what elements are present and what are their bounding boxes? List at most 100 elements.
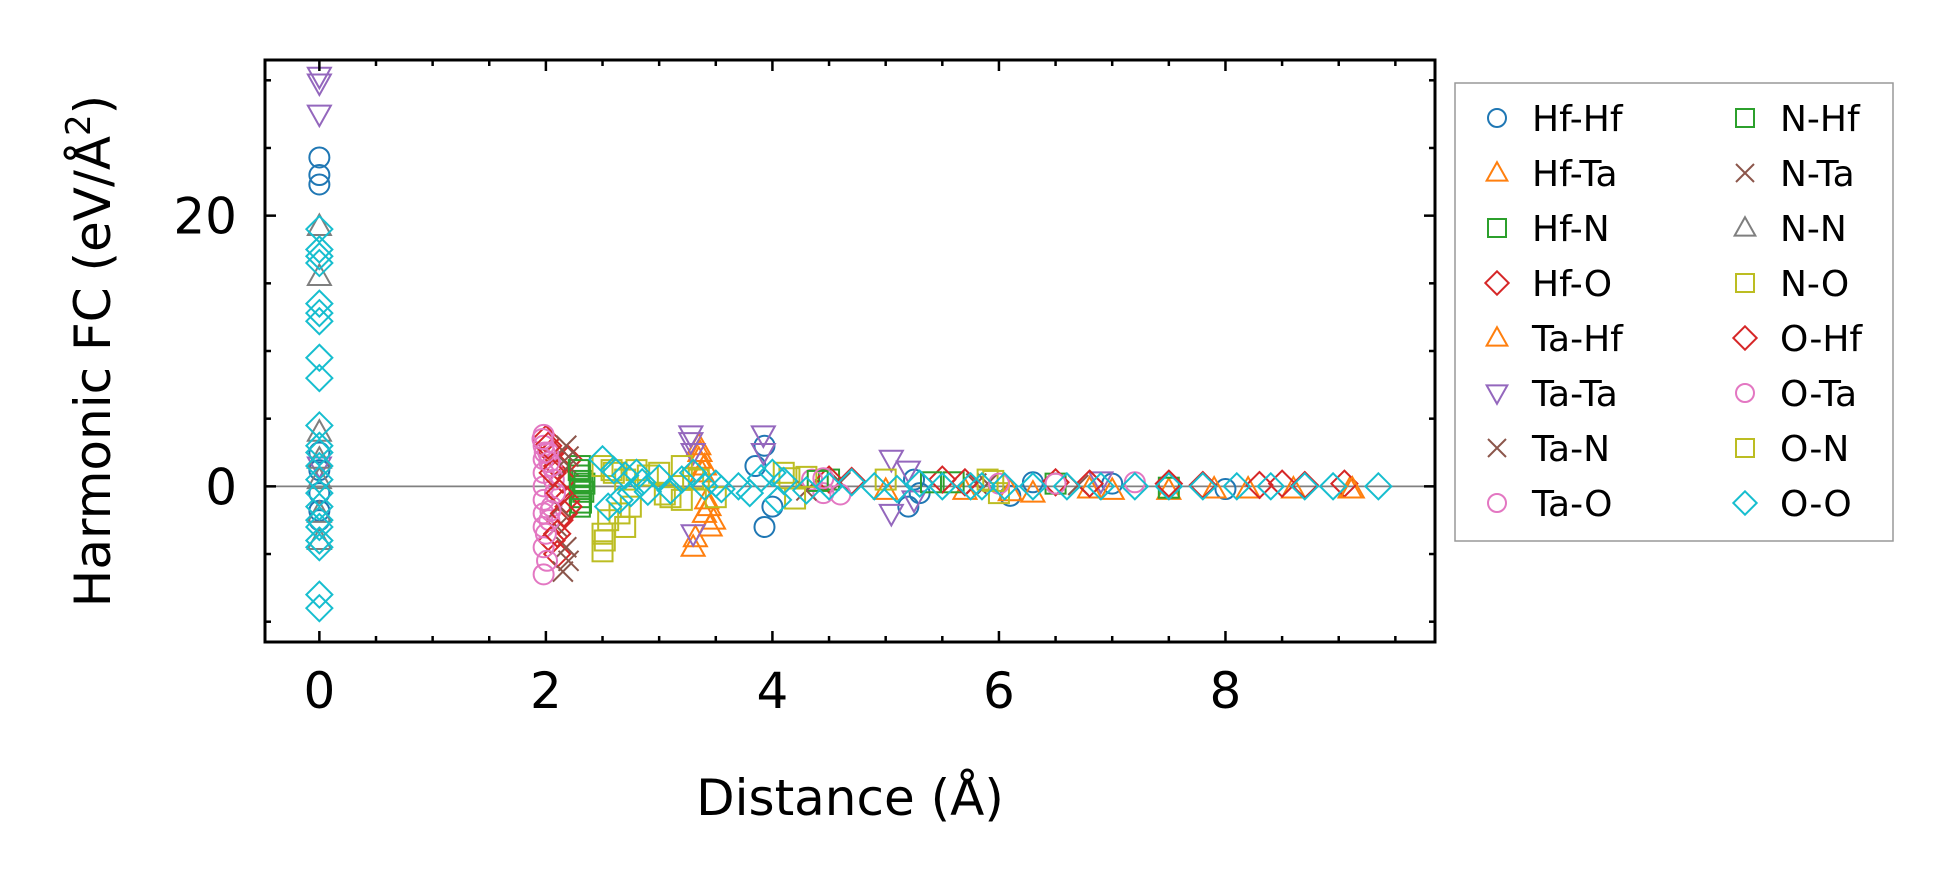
legend-label: Ta-Ta [1531,374,1618,415]
point-o-o [605,485,634,515]
point-o-o [667,465,697,494]
legend-marker-o-ta [1735,383,1755,403]
point-ta-hf [682,523,709,548]
point-o-o [967,471,997,501]
point-o-o [304,343,334,373]
legend-entry-n-n: N-N [1732,209,1847,250]
point-o-o [622,458,651,488]
point-o-ta [536,549,559,572]
point-o-ta [531,427,554,450]
legend-label: Ta-O [1531,484,1612,525]
legend-label: O-N [1780,429,1849,470]
point-ta-ta [306,73,333,98]
point-ta-hf [997,477,1024,502]
point-n-n [306,262,333,287]
point-o-o [610,461,640,490]
point-o-o [304,526,334,555]
legend-marker-hf-hf [1487,108,1507,128]
y-axis-label-close: ) [64,95,122,115]
point-o-o [905,469,935,499]
y-axis-label-main: Harmonic FC (eV/Å [64,136,122,607]
legend-entry-o-hf: O-Hf [1731,319,1863,360]
point-ta-o [532,434,555,457]
point-o-o [1188,471,1218,501]
point-hf-hf [1214,478,1237,501]
point-o-hf [542,519,572,549]
x-tick-label: 6 [983,662,1015,720]
legend-entry-hf-ta: Hf-Ta [1484,154,1618,195]
point-ta-ta [878,503,905,528]
point-n-ta [557,445,580,468]
point-o-o [707,474,736,504]
legend-entry-o-ta: O-Ta [1735,374,1857,415]
point-o-o [627,467,657,497]
series-n-hf [567,459,942,514]
point-n-hf [567,459,590,482]
point-o-hf [1188,470,1218,500]
point-o-o [1290,471,1320,501]
point-ta-ta [679,443,707,467]
point-hf-o [927,465,957,494]
legend-marker-ta-ta [1484,384,1510,406]
legend-marker-ta-o [1487,493,1507,513]
point-o-n [687,468,710,491]
legend-marker-n-n [1732,215,1758,237]
point-hf-hf [761,495,784,518]
legend-marker-o-hf [1731,324,1759,352]
point-hf-o [1290,470,1320,500]
legend-marker-n-hf [1735,108,1755,128]
point-n-n [306,212,333,236]
legend-marker-n-o [1735,273,1755,293]
point-ta-n [557,550,580,572]
legend-entry-hf-o: Hf-O [1483,264,1612,305]
point-o-o [304,306,334,336]
legend-marker-ta-hf [1484,325,1510,347]
point-o-o [1363,471,1393,501]
series-o-o [304,214,1393,623]
point-o-o [990,471,1020,501]
point-hf-hf [308,164,331,187]
x-axis-label: Distance (Å) [696,769,1004,827]
point-hf-n [942,471,965,494]
point-hf-ta [1019,479,1047,503]
point-o-o [690,471,719,501]
point-n-o [659,486,682,509]
point-o-o [656,475,685,505]
point-o-o [304,532,334,562]
point-o-o [1318,471,1348,501]
point-ta-o [538,509,561,532]
point-o-ta [539,499,562,522]
point-ta-hf [1234,475,1262,499]
point-o-o [304,248,334,278]
point-o-n [982,469,1005,492]
point-hf-o [1154,469,1184,499]
legend-marker-o-o [1731,489,1759,517]
point-o-o [593,492,623,522]
legend-marker-hf-n [1487,218,1507,238]
point-ta-hf [700,506,727,530]
point-o-ta [534,522,557,545]
y-tick-label: 20 [173,188,237,246]
y-axis-label: Harmonic FC (eV/Å2) [59,95,122,607]
point-o-o [956,471,986,501]
point-hf-hf [753,515,776,538]
legend-label: N-Hf [1780,99,1861,140]
legend-entry-o-o: O-O [1731,484,1852,525]
point-o-o [304,235,334,264]
point-ta-o [532,536,555,559]
point-o-o [758,458,787,488]
series-o-ta [531,427,1010,572]
legend-entry-ta-hf: Ta-Hf [1484,319,1624,360]
legend-entry-n-hf: N-Hf [1735,99,1861,140]
point-o-o [304,512,334,542]
point-o-o [769,466,799,496]
point-o-o [763,485,793,515]
point-hf-hf [897,495,920,518]
point-hf-ta [1200,475,1228,499]
legend-entry-ta-o: Ta-O [1487,484,1612,525]
point-ta-o [532,563,555,586]
x-tick-label: 8 [1210,662,1242,720]
legend-label: Hf-Hf [1532,99,1624,140]
point-o-o [304,431,334,461]
